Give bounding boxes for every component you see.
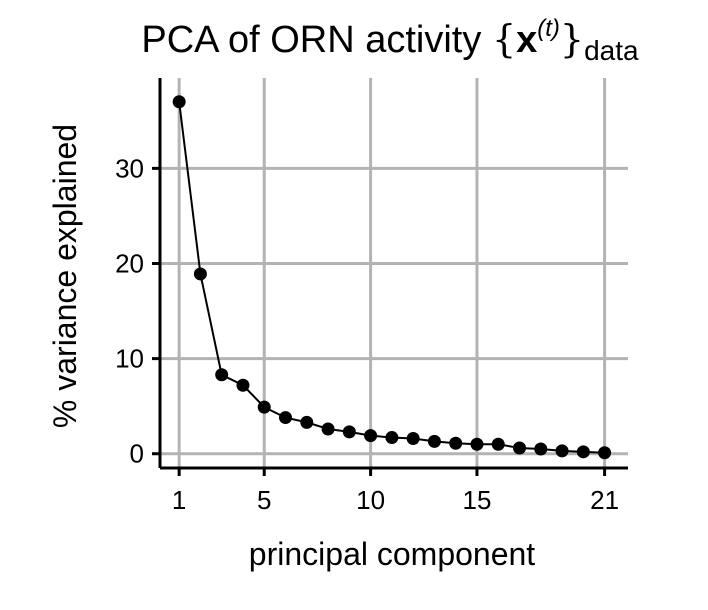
x-tick-label-10: 10 bbox=[356, 485, 385, 515]
data-point-14 bbox=[449, 436, 463, 450]
data-point-5 bbox=[257, 400, 271, 414]
data-point-17 bbox=[513, 441, 527, 455]
y-tick-label-30: 30 bbox=[115, 153, 144, 183]
data-point-9 bbox=[342, 425, 356, 439]
data-point-1 bbox=[172, 95, 186, 109]
series-group bbox=[172, 95, 612, 460]
chart-title-main: PCA of ORN activity bbox=[141, 19, 492, 61]
grid-lines bbox=[160, 78, 628, 468]
y-axis-label: % variance explained bbox=[47, 124, 83, 428]
y-tick-label-0: 0 bbox=[130, 439, 144, 469]
data-point-16 bbox=[491, 437, 505, 451]
data-point-13 bbox=[427, 434, 441, 448]
chart-title-open-brace: { bbox=[492, 17, 516, 61]
x-tick-label-1: 1 bbox=[172, 485, 186, 515]
data-point-15 bbox=[470, 437, 484, 451]
chart-title: PCA of ORN activity {x(t)}data bbox=[141, 15, 639, 66]
data-point-4 bbox=[236, 378, 250, 392]
y-tick-label-10: 10 bbox=[115, 344, 144, 374]
chart-title-subscript: data bbox=[584, 35, 639, 66]
data-point-10 bbox=[364, 429, 378, 443]
data-point-2 bbox=[193, 267, 207, 281]
chart-title-bold-x: x bbox=[516, 19, 537, 61]
x-tick-label-5: 5 bbox=[257, 485, 271, 515]
data-point-18 bbox=[534, 442, 548, 456]
data-point-21 bbox=[598, 446, 612, 460]
data-point-12 bbox=[406, 432, 420, 446]
x-tick-label-21: 21 bbox=[590, 485, 619, 515]
x-tick-label-15: 15 bbox=[463, 485, 492, 515]
data-point-19 bbox=[555, 444, 569, 458]
data-point-20 bbox=[576, 445, 590, 459]
data-point-3 bbox=[215, 368, 229, 382]
data-point-6 bbox=[279, 411, 293, 425]
chart-title-superscript: (t) bbox=[537, 15, 560, 42]
chart-title-close-brace: } bbox=[560, 17, 584, 61]
variance-series-line bbox=[178, 101, 605, 454]
data-point-11 bbox=[385, 431, 399, 445]
axes bbox=[152, 78, 628, 476]
y-tick-label-20: 20 bbox=[115, 248, 144, 278]
x-axis-label: principal component bbox=[249, 536, 536, 572]
data-point-7 bbox=[300, 415, 314, 429]
data-point-8 bbox=[321, 422, 335, 436]
